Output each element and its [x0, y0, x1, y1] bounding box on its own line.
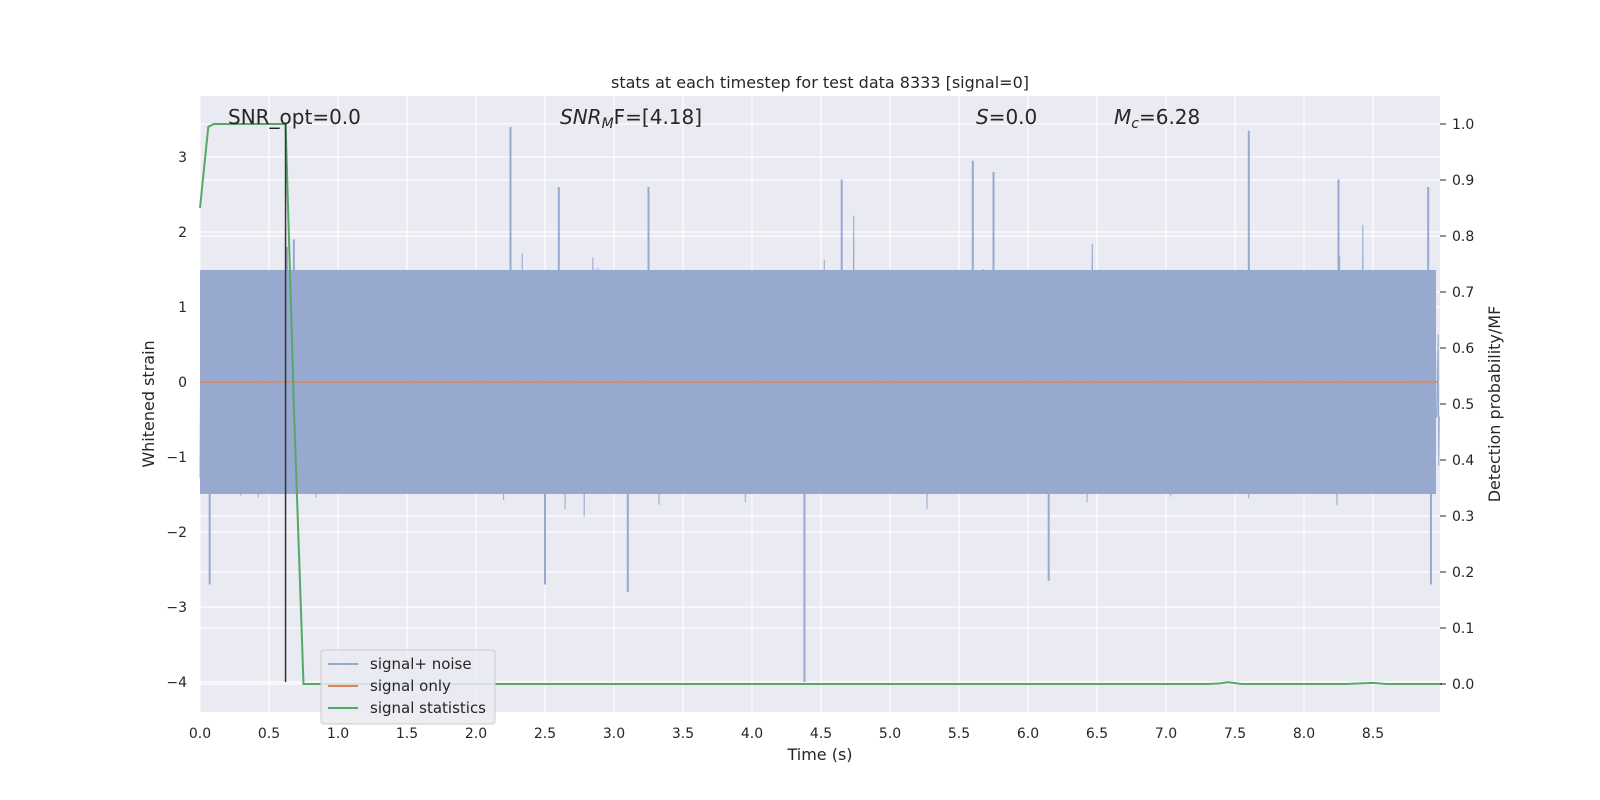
- x-tick-label-9: 4.5: [810, 726, 832, 742]
- y2-tick-label-1: 0.9: [1452, 173, 1474, 189]
- y2-tick-label-5: 0.5: [1452, 397, 1474, 413]
- noise-line: [199, 215, 1440, 517]
- y2-axis-ticks: 1.0 0.9 0.8 0.7 0.6 0.5 0.4 0.3 0.2 0.1 0.0: [1440, 117, 1474, 693]
- x-tick-label-15: 7.5: [1224, 726, 1246, 742]
- annotation-s-var: S: [976, 105, 989, 129]
- y-tick-label-6: −3: [166, 600, 187, 616]
- x-axis-label: Time (s): [786, 745, 852, 764]
- legend: signal+ noise signal only signal statist…: [320, 649, 496, 725]
- x-tick-label-1: 0.5: [258, 726, 280, 742]
- y-axis-label: Whitened strain: [139, 340, 158, 467]
- annotation-mc-base: M: [1114, 105, 1131, 129]
- y-tick-label-0: 3: [178, 150, 187, 166]
- annotation-mc-sub: c: [1131, 116, 1139, 132]
- x-axis-ticks: 0.0 0.5 1.0 1.5 2.0 2.5 3.0 3.5 4.0 4.5 5.0 5.5 6.0 6…: [189, 726, 1384, 742]
- x-tick-label-10: 5.0: [879, 726, 901, 742]
- y-tick-label-7: −4: [166, 675, 187, 691]
- legend-label-signal-statistics: signal statistics: [370, 699, 486, 717]
- y2-tick-label-6: 0.4: [1452, 453, 1474, 469]
- y-tick-label-5: −2: [166, 525, 187, 541]
- x-tick-label-8: 4.0: [741, 726, 763, 742]
- y2-axis-label: Detection probability/MF: [1485, 306, 1504, 503]
- y2-tick-label-8: 0.2: [1452, 565, 1474, 581]
- annotation-snr-mf: SNRMF=[4.18]: [560, 105, 702, 132]
- x-tick-label-14: 7.0: [1155, 726, 1177, 742]
- x-tick-label-17: 8.5: [1362, 726, 1384, 742]
- annotation-mc: Mc=6.28: [1114, 105, 1200, 132]
- x-tick-label-5: 2.5: [534, 726, 556, 742]
- annotation-s-rest: =0.0: [989, 105, 1038, 129]
- y-tick-label-2: 1: [178, 300, 187, 316]
- legend-label-signal-only: signal only: [370, 677, 451, 695]
- y-tick-label-1: 2: [178, 225, 187, 241]
- y2-tick-label-3: 0.7: [1452, 285, 1474, 301]
- y2-tick-label-4: 0.6: [1452, 341, 1474, 357]
- y-axis-ticks: 3 2 1 0 −1 −2 −3 −4: [166, 150, 187, 691]
- line-series: [199, 123, 1442, 685]
- annotation-snr-mf-sub: M: [602, 116, 614, 132]
- y2-tick-label-0: 1.0: [1452, 117, 1474, 133]
- x-tick-label-11: 5.5: [948, 726, 970, 742]
- x-tick-label-2: 1.0: [327, 726, 349, 742]
- x-tick-label-12: 6.0: [1017, 726, 1039, 742]
- signal-statistics-line: [199, 123, 1442, 685]
- x-tick-label-3: 1.5: [396, 726, 418, 742]
- x-tick-label-7: 3.5: [672, 726, 694, 742]
- y-tick-label-3: 0: [178, 375, 187, 391]
- annotation-snr-mf-base: SNR: [560, 105, 602, 129]
- legend-box: [320, 649, 496, 725]
- y-tick-label-4: −1: [166, 450, 187, 466]
- annotation-snr-mf-rest: F=[4.18]: [614, 105, 702, 129]
- x-tick-label-0: 0.0: [189, 726, 211, 742]
- y2-tick-label-9: 0.1: [1452, 621, 1474, 637]
- x-tick-label-13: 6.5: [1086, 726, 1108, 742]
- annotation-mc-rest: =6.28: [1139, 105, 1200, 129]
- x-tick-label-16: 8.0: [1293, 726, 1315, 742]
- legend-label-signal-noise: signal+ noise: [370, 655, 472, 673]
- x-tick-label-6: 3.0: [603, 726, 625, 742]
- chart-title: stats at each timestep for test data 833…: [611, 73, 1029, 92]
- y2-tick-label-10: 0.0: [1452, 677, 1474, 693]
- y2-tick-label-7: 0.3: [1452, 509, 1474, 525]
- x-tick-label-4: 2.0: [465, 726, 487, 742]
- y2-tick-label-2: 0.8: [1452, 229, 1474, 245]
- annotation-s: S=0.0: [976, 105, 1037, 129]
- annotation-snr-opt: SNR_opt=0.0: [228, 105, 361, 129]
